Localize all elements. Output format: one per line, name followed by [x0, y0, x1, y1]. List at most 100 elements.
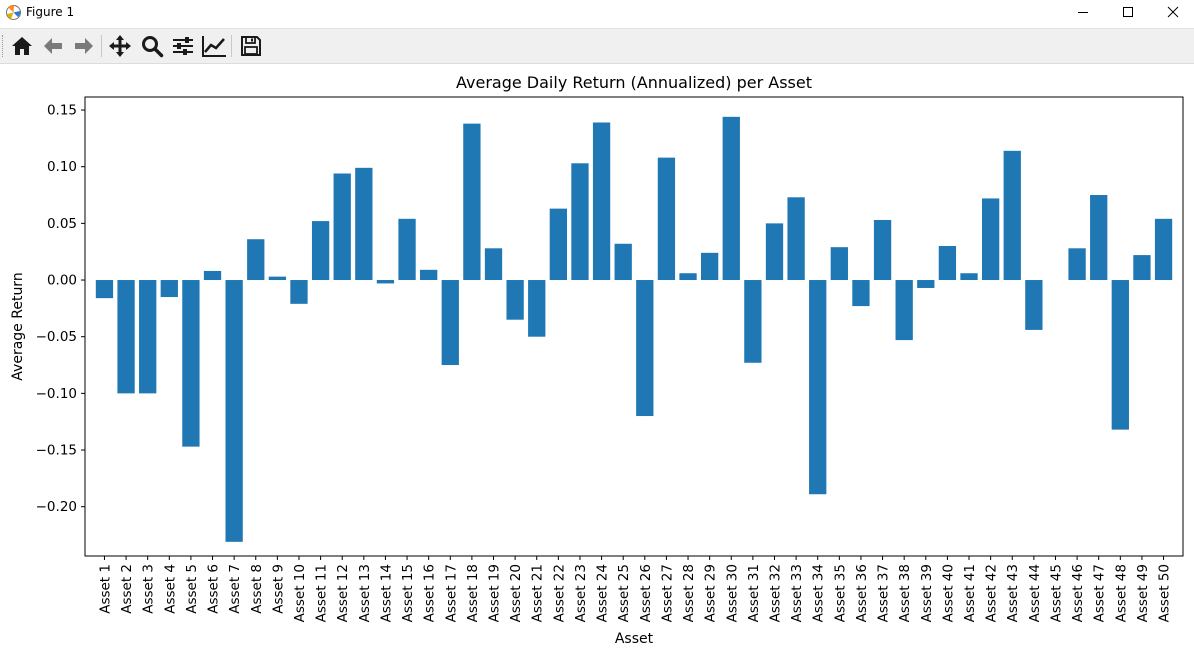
- bars-group: [95, 116, 1173, 542]
- bar-asset-28: [679, 273, 697, 281]
- window-titlebar: Figure 1: [0, 0, 1194, 26]
- y-tick-label: −0.10: [36, 386, 77, 402]
- x-tick-label: Asset 23: [573, 564, 589, 622]
- bar-asset-29: [701, 252, 719, 281]
- chart-title: Average Daily Return (Annualized) per As…: [456, 73, 812, 92]
- y-tick-label: −0.20: [36, 499, 77, 515]
- x-tick-label: Asset 37: [876, 564, 892, 622]
- figure-canvas: 0.15 0.10 0.05 0.00 −0.05 −0.10 −0.15 −0.20 Asse…: [0, 64, 1194, 658]
- x-tick-label: Asset 21: [530, 564, 546, 622]
- plot-frame: [84, 96, 1184, 557]
- bar-asset-40: [938, 246, 957, 281]
- bar-asset-26: [636, 280, 654, 417]
- x-tick-label: Asset 39: [919, 564, 935, 622]
- toolbar-separator: [231, 35, 232, 57]
- x-tick-label: Asset 33: [789, 564, 805, 622]
- bar-asset-43: [1003, 150, 1021, 281]
- x-tick-label: Asset 24: [595, 564, 611, 622]
- bar-asset-12: [333, 173, 351, 281]
- x-tick-label: Asset 42: [984, 564, 1000, 622]
- x-tick-label: Asset 49: [1135, 564, 1151, 622]
- back-button[interactable]: [39, 32, 67, 60]
- x-tick-label: Asset 22: [551, 564, 567, 622]
- bar-asset-8: [247, 239, 265, 281]
- bar-asset-13: [355, 167, 373, 281]
- x-tick-label: Asset 30: [724, 564, 740, 622]
- close-button[interactable]: [1150, 0, 1194, 24]
- x-tick-label: Asset 48: [1113, 564, 1129, 622]
- x-tick-label: Asset 2: [119, 564, 135, 614]
- x-tick-label: Asset 15: [400, 564, 416, 622]
- x-tick-label: Asset 7: [227, 564, 243, 614]
- x-tick-label: Asset 1: [97, 564, 113, 614]
- bar-asset-27: [657, 157, 676, 281]
- maximize-button[interactable]: [1105, 0, 1151, 24]
- home-icon: [12, 37, 32, 55]
- bar-asset-49: [1133, 255, 1151, 281]
- x-tick-label: Asset 18: [465, 564, 481, 622]
- x-tick-label: Asset 50: [1157, 564, 1173, 622]
- bar-asset-15: [398, 218, 416, 281]
- x-tick-label: Asset 14: [378, 564, 394, 622]
- configure-subplots-button[interactable]: [169, 32, 197, 60]
- navigation-toolbar: [0, 28, 1194, 64]
- bar-asset-16: [420, 269, 438, 281]
- x-tick-label: Asset 45: [1048, 564, 1064, 622]
- forward-button[interactable]: [70, 32, 98, 60]
- bar-asset-4: [160, 280, 178, 298]
- bar-asset-48: [1111, 280, 1129, 430]
- bar-asset-35: [830, 247, 848, 281]
- bar-asset-9: [268, 276, 287, 281]
- bar-chart: 0.15 0.10 0.05 0.00 −0.05 −0.10 −0.15 −0.20 Asse…: [10, 73, 1184, 647]
- x-tick-label: Asset 40: [940, 564, 956, 622]
- bar-asset-36: [852, 280, 870, 307]
- line-chart-icon: [202, 36, 226, 57]
- arrow-right-icon: [75, 38, 93, 54]
- x-axis-label: Asset: [615, 631, 654, 647]
- x-tick-label: Asset 28: [681, 564, 697, 622]
- bar-asset-18: [463, 123, 481, 281]
- bar-asset-21: [528, 280, 546, 337]
- x-tick-label: Asset 43: [1005, 564, 1021, 622]
- y-tick-label: 0.05: [47, 216, 77, 232]
- toolbar-grip: [2, 35, 6, 57]
- x-tick-label: Asset 4: [162, 564, 178, 614]
- x-tick-label: Asset 29: [703, 564, 719, 622]
- edit-axis-button[interactable]: [200, 32, 228, 60]
- bar-asset-39: [917, 280, 935, 288]
- bar-asset-30: [722, 116, 740, 281]
- x-tick-label: Asset 5: [184, 564, 200, 614]
- bar-asset-20: [506, 280, 524, 320]
- bar-asset-10: [290, 280, 308, 304]
- bar-asset-32: [765, 223, 784, 281]
- zoom-button[interactable]: [138, 32, 166, 60]
- toolbar-separator: [101, 35, 102, 57]
- floppy-disk-icon: [241, 36, 261, 56]
- bar-asset-7: [225, 280, 243, 542]
- y-tick-label: 0.00: [47, 273, 77, 289]
- bar-asset-47: [1090, 195, 1108, 281]
- minimize-button[interactable]: [1060, 0, 1106, 24]
- save-button[interactable]: [237, 32, 265, 60]
- x-tick-label: Asset 38: [897, 564, 913, 622]
- x-tick-label: Asset 34: [811, 564, 827, 622]
- y-tick-label: −0.05: [36, 329, 77, 345]
- home-button[interactable]: [8, 32, 36, 60]
- bar-asset-6: [203, 270, 222, 281]
- bar-asset-31: [744, 280, 762, 363]
- bar-asset-46: [1068, 248, 1086, 281]
- x-tick-label: Asset 47: [1092, 564, 1108, 622]
- bar-asset-41: [960, 273, 978, 281]
- pan-button[interactable]: [106, 32, 134, 60]
- bar-asset-17: [441, 280, 459, 366]
- x-tick-label: Asset 6: [206, 564, 222, 614]
- bar-asset-25: [614, 243, 632, 281]
- x-tick-label: Asset 46: [1070, 564, 1086, 622]
- bar-asset-5: [182, 280, 200, 447]
- bar-asset-14: [376, 280, 395, 284]
- matplotlib-app-icon: [6, 5, 21, 20]
- x-tick-label: Asset 36: [854, 564, 870, 622]
- bar-asset-23: [571, 163, 589, 281]
- x-tick-label: Asset 32: [767, 564, 783, 622]
- bar-asset-37: [873, 219, 892, 281]
